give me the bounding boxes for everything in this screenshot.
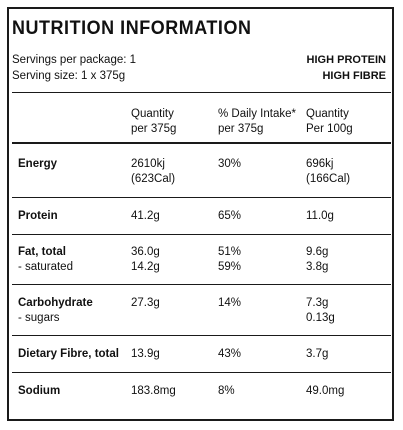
table-divider bbox=[12, 142, 391, 144]
value: 696kj bbox=[306, 158, 334, 170]
row-divider bbox=[12, 335, 391, 336]
value: 49.0mg bbox=[306, 385, 345, 397]
nutrient-label-dietary-fibre: Dietary Fibre, total bbox=[18, 347, 119, 362]
row-divider bbox=[12, 197, 391, 198]
value: 2610kj bbox=[131, 158, 165, 170]
panel-title: NUTRITION INFORMATION bbox=[12, 17, 252, 39]
value: 183.8mg bbox=[131, 385, 176, 397]
value: 11.0g bbox=[306, 210, 334, 222]
fat-per-serve: 36.0g 14.2g bbox=[131, 245, 160, 275]
row-divider bbox=[12, 284, 391, 285]
value: 30% bbox=[218, 158, 242, 170]
value-sub: 0.13g bbox=[306, 312, 335, 324]
value: 41.2g bbox=[131, 210, 160, 222]
column-header-line2: per 375g bbox=[131, 123, 177, 135]
column-header-per-100g: Quantity Per 100g bbox=[306, 107, 353, 137]
row-label: Energy bbox=[18, 158, 57, 170]
energy-daily-intake: 30% bbox=[218, 157, 241, 172]
nutrient-label-protein: Protein bbox=[18, 209, 58, 224]
column-header-line1: Quantity bbox=[131, 108, 174, 120]
row-divider bbox=[12, 372, 391, 373]
value-sub: (623Cal) bbox=[131, 173, 176, 185]
value: 8% bbox=[218, 385, 235, 397]
row-label: Protein bbox=[18, 210, 58, 222]
dietary-fibre-per-100g: 3.7g bbox=[306, 347, 328, 362]
value: 65% bbox=[218, 210, 242, 222]
nutrient-label-energy: Energy bbox=[18, 157, 57, 172]
row-label: Fat, total bbox=[18, 246, 66, 258]
protein-per-100g: 11.0g bbox=[306, 209, 334, 224]
fat-daily-intake: 51% 59% bbox=[218, 245, 241, 275]
value-sub: 59% bbox=[218, 261, 242, 273]
value: 43% bbox=[218, 348, 242, 360]
servings-per-package: Servings per package: 1 bbox=[12, 54, 137, 66]
column-header-per-serve: Quantity per 375g bbox=[131, 107, 176, 137]
value: 9.6g bbox=[306, 246, 329, 258]
claim-high-fibre: HIGH FIBRE bbox=[322, 70, 386, 82]
nutrient-label-sodium: Sodium bbox=[18, 384, 60, 399]
value-sub: 14.2g bbox=[131, 261, 160, 273]
column-header-line2: Per 100g bbox=[306, 123, 353, 135]
sodium-per-100g: 49.0mg bbox=[306, 384, 344, 399]
value: 36.0g bbox=[131, 246, 160, 258]
nutrition-panel bbox=[7, 7, 394, 421]
value: 7.3g bbox=[306, 297, 329, 309]
dietary-fibre-daily-intake: 43% bbox=[218, 347, 241, 362]
protein-daily-intake: 65% bbox=[218, 209, 241, 224]
value: 13.9g bbox=[131, 348, 160, 360]
claim-high-protein: HIGH PROTEIN bbox=[306, 54, 386, 66]
nutrient-label-fat: Fat, total - saturated bbox=[18, 245, 73, 275]
value: 14% bbox=[218, 297, 242, 309]
dietary-fibre-per-serve: 13.9g bbox=[131, 347, 160, 362]
row-divider bbox=[12, 234, 391, 235]
protein-per-serve: 41.2g bbox=[131, 209, 160, 224]
energy-per-100g: 696kj (166Cal) bbox=[306, 157, 350, 187]
value-sub: 3.8g bbox=[306, 261, 329, 273]
column-header-daily-intake: % Daily Intake* per 375g bbox=[218, 107, 296, 137]
nutrient-label-carbohydrate: Carbohydrate - sugars bbox=[18, 296, 93, 326]
value-sub: (166Cal) bbox=[306, 173, 351, 185]
sodium-daily-intake: 8% bbox=[218, 384, 235, 399]
column-header-line1: Quantity bbox=[306, 108, 349, 120]
fat-per-100g: 9.6g 3.8g bbox=[306, 245, 328, 275]
carbohydrate-per-serve: 27.3g bbox=[131, 296, 160, 311]
row-sub-label: - sugars bbox=[18, 312, 60, 324]
column-header-line1: % Daily Intake* bbox=[218, 108, 296, 120]
row-label: Dietary Fibre, total bbox=[18, 348, 119, 360]
value: 3.7g bbox=[306, 348, 329, 360]
value: 27.3g bbox=[131, 297, 160, 309]
serving-size: Serving size: 1 x 375g bbox=[12, 70, 126, 82]
carbohydrate-per-100g: 7.3g 0.13g bbox=[306, 296, 335, 326]
value: 51% bbox=[218, 246, 242, 258]
sodium-per-serve: 183.8mg bbox=[131, 384, 176, 399]
column-header-line2: per 375g bbox=[218, 123, 264, 135]
header-divider bbox=[12, 92, 391, 93]
row-label: Sodium bbox=[18, 385, 61, 397]
carbohydrate-daily-intake: 14% bbox=[218, 296, 241, 311]
row-label: Carbohydrate bbox=[18, 297, 93, 309]
row-sub-label: - saturated bbox=[18, 261, 73, 273]
energy-per-serve: 2610kj (623Cal) bbox=[131, 157, 175, 187]
